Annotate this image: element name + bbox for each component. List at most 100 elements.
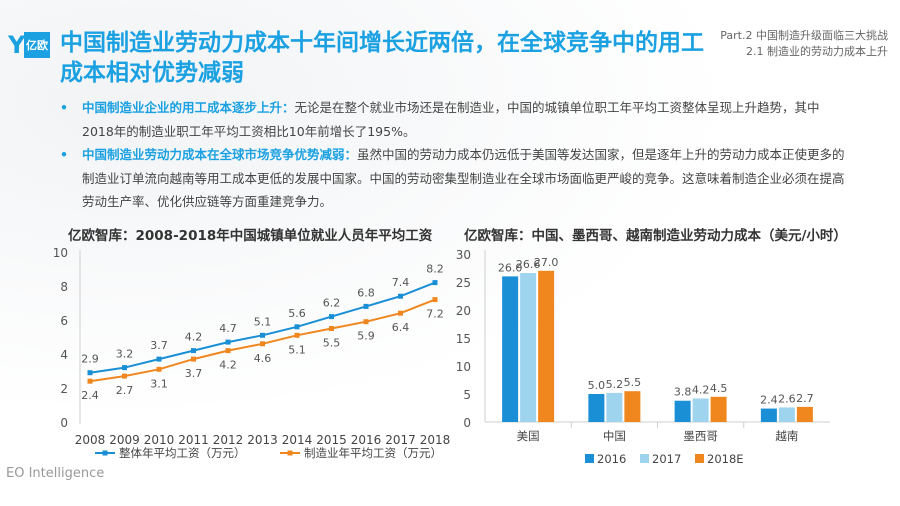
data-point	[260, 341, 265, 347]
bar	[588, 394, 605, 422]
data-label: 8.2	[426, 263, 444, 276]
data-point	[225, 348, 231, 354]
legend-label: 制造业年平均工资（万元）	[304, 446, 442, 460]
data-label: 3.7	[185, 367, 203, 380]
data-point	[398, 310, 403, 316]
y-tick-label: 6	[60, 314, 68, 328]
x-tick-label: 越南	[775, 429, 798, 443]
data-point	[87, 370, 93, 376]
x-tick-label: 2012	[213, 433, 244, 447]
data-point	[398, 293, 403, 299]
bar	[796, 406, 813, 422]
data-label: 6.4	[392, 321, 410, 334]
bar	[520, 273, 537, 422]
line-chart-title: 亿欧智库：2008-2018年中国城镇单位就业人员年平均工资	[68, 228, 433, 244]
section-subpart: 2.1 制造业的劳动力成本上升	[746, 45, 888, 58]
data-point	[294, 324, 300, 330]
data-label: 5.2	[606, 378, 624, 391]
x-tick-label: 2018	[420, 433, 451, 447]
x-tick-label: 墨西哥	[683, 429, 718, 443]
data-label: 2.7	[796, 392, 814, 405]
data-label: 5.5	[323, 337, 341, 350]
x-tick-label: 2011	[178, 433, 209, 447]
data-label: 6.8	[357, 286, 375, 299]
data-label: 6.2	[323, 297, 341, 310]
data-point	[294, 332, 300, 338]
legend-label: 2017	[652, 452, 681, 466]
data-point	[260, 332, 265, 338]
x-tick-label: 2013	[247, 433, 278, 447]
section-part: Part.2 中国制造升级面临三大挑战	[720, 29, 888, 42]
bullet-highlight: 中国制造业劳动力成本在全球市场竞争优势减弱：	[82, 147, 358, 162]
bullet-item: • 中国制造业企业的用工成本逐步上升：无论是在整个就业市场还是在制造业，中国的城…	[60, 96, 850, 143]
footer-brand: EO Intelligence	[6, 466, 105, 481]
y-tick-label: 0	[463, 416, 471, 430]
x-tick-label: 2016	[351, 433, 382, 447]
logo-text: 亿欧	[26, 39, 48, 52]
legend-label: 2018E	[707, 452, 744, 466]
bar	[606, 392, 623, 422]
data-label: 5.0	[588, 379, 606, 392]
data-point	[225, 339, 231, 345]
data-point	[329, 326, 334, 331]
bullet-text: 虽然中国的劳动力成本仍远低于美国等发达国家，但是逐年上升的劳动力成本正使更多的制…	[82, 147, 845, 209]
x-tick-label: 2009	[109, 433, 140, 447]
data-point	[329, 314, 334, 320]
y-tick-label: 10	[456, 360, 471, 374]
legend-label: 整体年平均工资（万元）	[119, 446, 246, 460]
data-label: 2.9	[81, 353, 99, 366]
legend-label: 2016	[597, 452, 626, 466]
data-label: 2.7	[116, 384, 134, 397]
x-tick-label: 2015	[316, 433, 347, 447]
x-tick-label: 2008	[75, 433, 106, 447]
data-point	[122, 365, 127, 371]
data-point	[156, 356, 162, 362]
data-point	[87, 378, 93, 384]
data-label: 5.1	[254, 315, 272, 328]
legend-swatch	[585, 454, 594, 463]
bar	[502, 276, 519, 422]
y-tick-label: 15	[456, 332, 471, 346]
bullet-dot-icon: •	[60, 147, 68, 162]
data-label: 5.9	[357, 330, 375, 343]
bullet-text: 无论是在整个就业市场还是在制造业，中国的城镇单位职工年平均工资整体呈现上升趋势，…	[82, 100, 820, 139]
x-tick-label: 2017	[385, 433, 416, 447]
data-label: 4.7	[219, 322, 237, 335]
data-point	[191, 356, 196, 362]
x-tick-label: 美国	[517, 429, 540, 443]
y-tick-label: 8	[60, 280, 68, 294]
bar-chart-title: 亿欧智库：中国、墨西哥、越南制造业劳动力成本（美元/小时）	[464, 228, 847, 244]
bullet-dot-icon: •	[60, 100, 68, 115]
data-point	[191, 348, 196, 354]
data-label: 4.2	[185, 331, 203, 344]
series-line-2	[89, 298, 436, 383]
logo-y-icon: Y	[8, 31, 26, 59]
bullet-list: • 中国制造业企业的用工成本逐步上升：无论是在整个就业市场还是在制造业，中国的城…	[60, 96, 850, 214]
y-tick-label: 30	[456, 248, 471, 262]
data-label: 4.6	[254, 352, 272, 365]
data-label: 2.4	[81, 389, 99, 402]
bar	[692, 398, 709, 422]
data-label: 4.2	[219, 359, 237, 372]
x-tick-label: 2010	[144, 433, 175, 447]
bar	[778, 407, 795, 422]
data-point	[363, 319, 369, 325]
legend-swatch	[695, 454, 704, 463]
data-label: 2.6	[778, 392, 796, 405]
logo-box	[24, 32, 50, 58]
y-tick-label: 25	[456, 276, 471, 290]
bar	[674, 400, 691, 422]
bar-chart: 0 5 10 15 20 25 30 美国 26.026.627.0 中国 5.0 5.2 5.5 墨西哥…	[456, 248, 830, 466]
bar	[624, 391, 641, 422]
y-tick-label: 2	[60, 382, 68, 396]
data-label: 3.2	[116, 348, 134, 361]
data-label: 3.1	[150, 377, 168, 390]
bar	[760, 408, 777, 422]
data-label: 26.0	[498, 261, 523, 274]
y-tick-label: 5	[463, 388, 471, 402]
data-point	[156, 366, 162, 372]
section-label: Part.2 中国制造升级面临三大挑战 2.1 制造业的劳动力成本上升	[720, 28, 888, 60]
data-label: 3.8	[674, 386, 692, 399]
data-label: 3.7	[150, 339, 168, 352]
data-label: 7.2	[426, 308, 444, 321]
